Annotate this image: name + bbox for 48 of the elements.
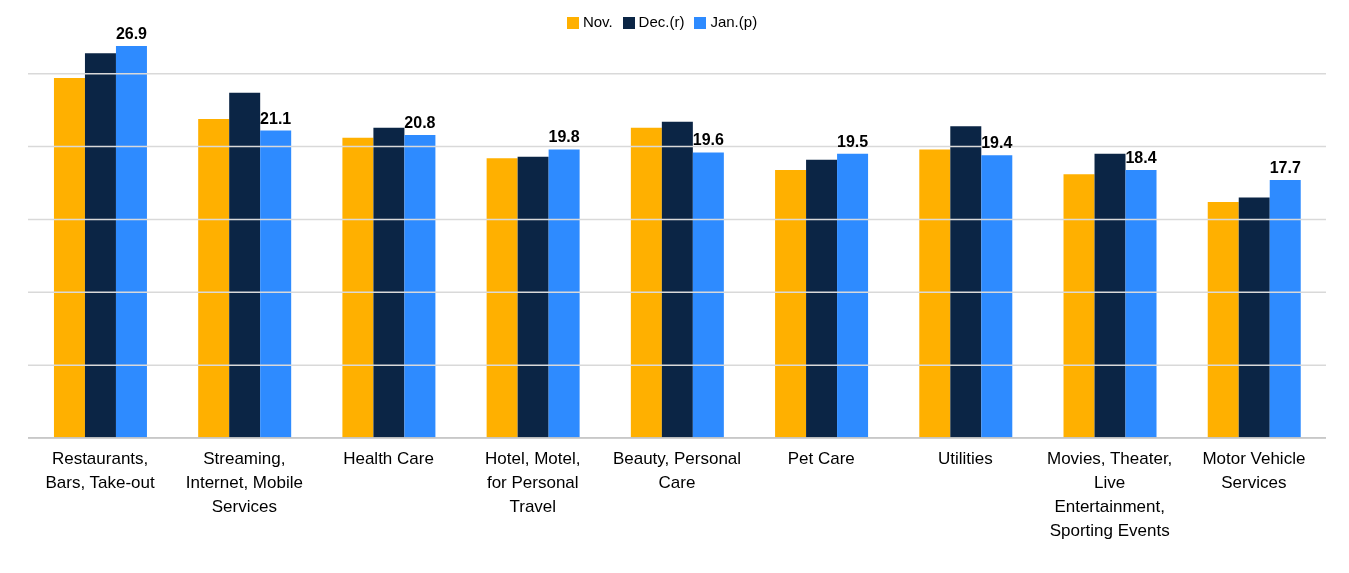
bar: [404, 134, 436, 438]
bar: [548, 149, 580, 438]
data-label: 19.5: [837, 132, 869, 150]
bar: [486, 158, 518, 438]
x-tick-label: Restaurants, Bars, Take-out: [45, 449, 156, 492]
x-tick-label: Hotel, Motel, for Personal Travel: [485, 449, 581, 516]
x-tick-label: Health Care: [343, 449, 434, 468]
legend-label: Dec.(r): [638, 13, 685, 30]
bar: [229, 92, 261, 438]
x-tick-label: Utilities: [938, 449, 993, 468]
bar: [1125, 169, 1157, 438]
bar: [198, 118, 230, 438]
x-tick-label: Motor Vehicle Services: [1202, 449, 1306, 492]
bar: [919, 149, 951, 438]
data-label: 20.8: [404, 113, 436, 131]
bar: [342, 137, 374, 438]
bar: [84, 53, 116, 438]
x-tick-label: Streaming, Internet, Mobile Services: [185, 449, 303, 516]
legend-label: Jan.(p): [710, 13, 758, 30]
bar: [661, 121, 693, 438]
bar: [630, 127, 662, 438]
bar: [775, 169, 807, 438]
bar: [53, 78, 85, 438]
bar: [517, 156, 549, 438]
data-label: 26.9: [115, 25, 148, 43]
bar: [837, 153, 869, 438]
bar: [806, 159, 838, 438]
data-label: 21.1: [260, 109, 292, 127]
bar: [981, 155, 1013, 438]
bar: [260, 130, 292, 438]
data-label: 19.4: [981, 134, 1013, 152]
x-tick-label: Pet Care: [787, 449, 855, 468]
bar: [373, 127, 405, 438]
legend-label: Nov.: [582, 13, 613, 30]
bar: [1207, 201, 1239, 438]
x-tick-label: Beauty, Personal Care: [612, 449, 742, 492]
data-label: 17.7: [1269, 159, 1301, 177]
bar: [1269, 180, 1301, 438]
data-label: 19.8: [548, 128, 580, 146]
bar: [1094, 153, 1126, 438]
data-label: 18.4: [1125, 148, 1157, 166]
bar: [1063, 174, 1095, 438]
bar: [950, 126, 982, 438]
bar: [1238, 197, 1270, 438]
data-label: 19.6: [692, 131, 725, 149]
x-tick-label: Movies, Theater, Live Entertainment, Sporting Events: [1046, 449, 1173, 540]
bar: [692, 152, 724, 438]
bar: [115, 46, 147, 438]
